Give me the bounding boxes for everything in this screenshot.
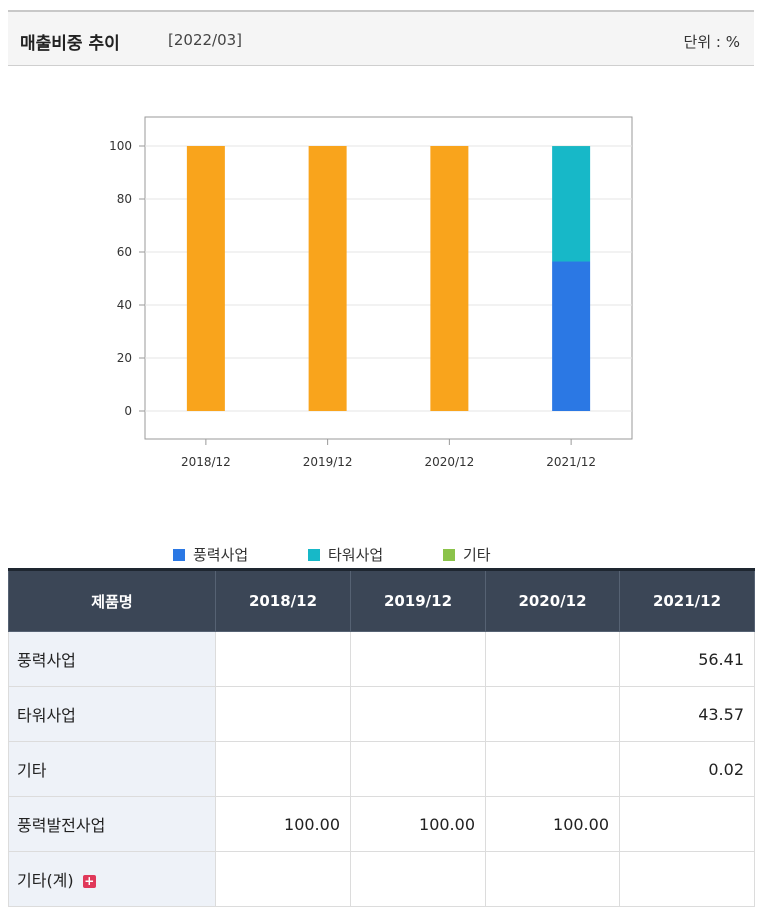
cell-value: 56.41 <box>619 631 755 687</box>
y-tick-label: 40 <box>117 298 132 312</box>
y-tick-label: 0 <box>124 404 132 418</box>
y-tick-label: 80 <box>117 192 132 206</box>
column-header-2018: 2018/12 <box>215 568 351 632</box>
table-row: 기타 0.02 <box>8 741 755 797</box>
cell-value: 100.00 <box>350 796 486 852</box>
x-tick-label: 2021/12 <box>546 455 596 469</box>
cell-value: 100.00 <box>215 796 351 852</box>
cell-value <box>619 851 755 907</box>
cell-value <box>215 686 351 742</box>
legend-label: 타워사업 <box>328 546 384 564</box>
cell-value <box>619 796 755 852</box>
panel-header: 매출비중 추이 [2022/03] 단위 : % <box>8 10 754 66</box>
y-tick-label: 100 <box>109 139 132 153</box>
cell-value <box>215 631 351 687</box>
cell-value <box>215 741 351 797</box>
column-header-2019: 2019/12 <box>350 568 486 632</box>
legend-swatch <box>173 549 185 561</box>
chart-area: 0 20 40 60 80 100 2018/12 2019/12 2020/12 2021/12… <box>8 67 754 589</box>
bar-segment <box>552 146 591 262</box>
legend-label: 풍력사업 <box>193 546 249 564</box>
cell-value <box>350 851 486 907</box>
plot-frame <box>144 116 633 440</box>
cell-value <box>350 631 486 687</box>
sales-mix-panel: 매출비중 추이 [2022/03] 단위 : % 0 20 40 60 80 100 201… <box>8 10 755 907</box>
legend-label: 기타 <box>463 546 491 564</box>
sales-mix-table: 제품명 2018/12 2019/12 2020/12 2021/12 풍력사업… <box>8 568 755 907</box>
panel-title: 매출비중 추이 <box>20 34 120 54</box>
legend-item: 기타 <box>443 545 491 565</box>
row-name: 풍력발전사업 <box>8 796 216 852</box>
row-name: 기타(계) <box>17 871 74 890</box>
cell-value <box>485 631 620 687</box>
cell-value <box>215 851 351 907</box>
period-label: [2022/03] <box>168 31 243 49</box>
row-name: 기타 <box>8 741 216 797</box>
legend-item: 타워사업 <box>308 545 383 565</box>
cell-value: 100.00 <box>485 796 620 852</box>
legend-swatch <box>443 549 455 561</box>
column-header-2021: 2021/12 <box>619 568 755 632</box>
bar-segment <box>186 146 225 411</box>
cell-value <box>350 741 486 797</box>
cell-value <box>350 686 486 742</box>
stacked-bar-chart: 0 20 40 60 80 100 2018/12 2019/12 2020/12 2021/12 <box>109 116 633 469</box>
y-tick-label: 20 <box>117 351 132 365</box>
cell-value: 43.57 <box>619 686 755 742</box>
row-name-cell: 기타(계) + <box>8 851 216 907</box>
table-row: 풍력사업 56.41 <box>8 631 755 687</box>
cell-value: 0.02 <box>619 741 755 797</box>
cell-value <box>485 851 620 907</box>
x-tick-label: 2019/12 <box>303 455 353 469</box>
plus-icon[interactable]: + <box>82 874 96 888</box>
column-header-product: 제품명 <box>8 568 216 632</box>
table-row-other-total: 기타(계) + <box>8 851 755 907</box>
row-name: 타워사업 <box>8 686 216 742</box>
table-header-row: 제품명 2018/12 2019/12 2020/12 2021/12 <box>8 568 755 632</box>
unit-label: 단위 : % <box>683 33 740 51</box>
column-header-2020: 2020/12 <box>485 568 620 632</box>
bar-segment <box>430 146 469 411</box>
cell-value <box>485 686 620 742</box>
bar-segment <box>308 146 347 411</box>
cell-value <box>485 741 620 797</box>
bar-segment <box>552 261 591 411</box>
legend-swatch <box>308 549 320 561</box>
table-row: 타워사업 43.57 <box>8 686 755 742</box>
row-name: 풍력사업 <box>8 631 216 687</box>
x-tick-label: 2020/12 <box>424 455 474 469</box>
y-tick-label: 60 <box>117 245 132 259</box>
legend-item: 풍력사업 <box>173 545 248 565</box>
x-tick-label: 2018/12 <box>181 455 231 469</box>
table-row: 풍력발전사업 100.00 100.00 100.00 <box>8 796 755 852</box>
